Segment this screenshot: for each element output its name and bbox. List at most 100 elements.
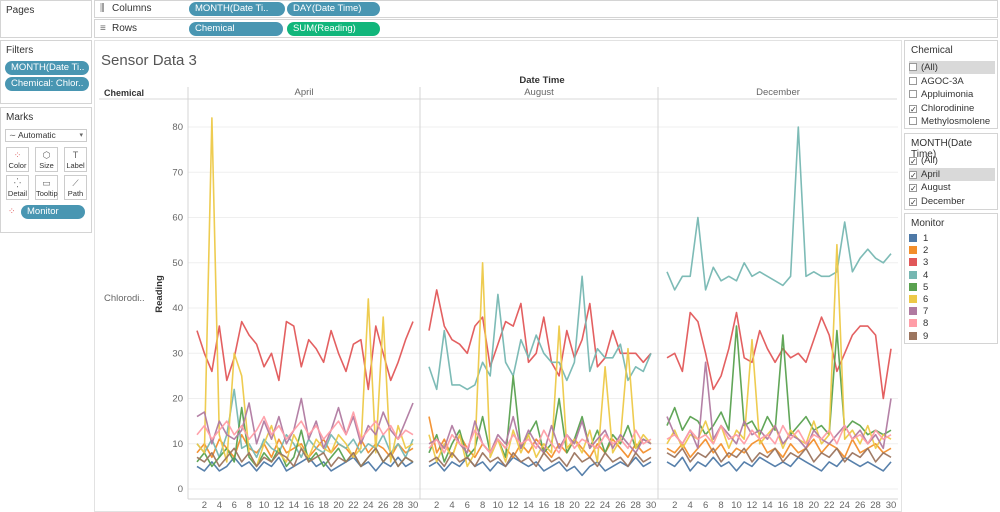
legend-label: 2 (923, 245, 929, 257)
columns-shelf[interactable]: ⫼ Columns MONTH(Date Ti.. DAY(Date Time) (94, 0, 998, 18)
x-tick-label: 4 (217, 500, 222, 511)
chart-svg: Sensor Data 3 Date Time Chemical Chlorod… (99, 52, 898, 511)
chevron-down-icon: ▾ (79, 132, 83, 139)
checkbox[interactable] (909, 90, 917, 99)
chemical-filter-card: Chemical (All) AGOC-3A Appluimonia ✓ Chlorod… (904, 40, 998, 129)
legend-swatch (909, 258, 917, 267)
rows-label: Rows (112, 23, 138, 34)
x-tick-label: 24 (839, 500, 850, 511)
size-button[interactable]: ⬡ Size (35, 147, 58, 172)
filter-pill-chemical[interactable]: Chemical: Chlor.. (5, 77, 89, 91)
color-button-label: Color (8, 161, 27, 170)
chemical-filter-item[interactable]: ✓ Chlorodinine (909, 102, 995, 115)
chemical-filter-item[interactable]: Appluimonia (909, 88, 995, 101)
columns-pill-day[interactable]: DAY(Date Time) (287, 2, 380, 16)
legend-swatch (909, 295, 917, 303)
checkbox[interactable]: ✓ (909, 104, 917, 114)
month-filter-item[interactable]: ✓ April (909, 167, 995, 181)
y-tick-label: 80 (172, 122, 183, 133)
size-button-label: Size (39, 161, 54, 170)
tooltip-button-label: Tooltip (36, 189, 58, 198)
pages-shelf[interactable]: Pages (0, 0, 92, 38)
month-filter-item[interactable]: ✓ December (909, 195, 995, 208)
checkbox[interactable]: ✓ (909, 197, 917, 207)
legend-swatch (909, 282, 917, 291)
month-filter-item-label: August (921, 182, 951, 194)
x-tick-label: 8 (480, 500, 485, 511)
month-filter-item-label: December (921, 195, 965, 207)
row-header: Chemical (104, 88, 144, 98)
legend-item[interactable]: 1 (909, 233, 928, 245)
x-tick-label: 14 (762, 500, 773, 511)
x-tick-label: 10 (493, 500, 504, 511)
rows-pill-chemical[interactable]: Chemical (189, 22, 283, 36)
legend-swatch (909, 270, 917, 279)
y-tick-label: 50 (172, 258, 183, 269)
monitor-color-pill[interactable]: Monitor (21, 205, 85, 219)
legend-label: 8 (923, 318, 929, 330)
legend-item[interactable]: 5 (909, 282, 928, 294)
chemical-filter-item[interactable]: Methylosmolene (909, 115, 995, 128)
legend-item[interactable]: 7 (909, 306, 928, 318)
rows-pill-reading[interactable]: SUM(Reading) (287, 22, 380, 36)
x-tick-label: 28 (393, 500, 404, 511)
detail-button[interactable]: ⁛ Detail (6, 175, 29, 200)
columns-icon: ⫼ (100, 3, 105, 14)
legend-item[interactable]: 4 (909, 270, 928, 282)
path-button[interactable]: ⟋ Path (64, 175, 87, 200)
x-tick-label: 22 (824, 500, 835, 511)
checkbox[interactable]: ✓ (909, 157, 917, 166)
x-tick-label: 18 (793, 500, 804, 511)
checkbox[interactable] (909, 63, 917, 71)
chemical-filter-item[interactable]: AGOC-3A (909, 75, 995, 88)
color-icon: ⁘ (13, 150, 22, 160)
legend-item[interactable]: 9 (909, 331, 928, 343)
legend-item[interactable]: 6 (909, 294, 928, 306)
checkbox[interactable]: ✓ (909, 184, 917, 194)
legend-item[interactable]: 2 (909, 245, 928, 257)
marks-title: Marks (6, 112, 34, 123)
x-tick-label: 10 (731, 500, 742, 511)
month-filter-item[interactable]: ✓ August (909, 181, 995, 194)
columns-pill-month[interactable]: MONTH(Date Ti.. (189, 2, 285, 16)
month-filter-item[interactable]: ✓ (All) (909, 154, 995, 167)
mark-type-select[interactable]: ∼ Automatic ▾ (5, 129, 87, 142)
legend-swatch (909, 307, 917, 316)
checkbox[interactable] (909, 76, 917, 85)
y-tick-label: 30 (172, 348, 183, 359)
chemical-filter-item[interactable]: (All) (909, 61, 995, 74)
series-line-monitor-1 (196, 456, 414, 472)
filter-pill-month[interactable]: MONTH(Date Ti.. (5, 61, 89, 75)
chemical-filter-item-label: Methylosmolene (921, 116, 991, 128)
label-button[interactable]: T Label (64, 147, 87, 172)
checkbox[interactable]: ✓ (909, 170, 917, 180)
column-header: Date Time (519, 75, 564, 86)
series-line-monitor-4 (666, 126, 892, 291)
x-tick-label: 30 (646, 500, 657, 511)
label-button-label: Label (66, 161, 85, 170)
month-header: December (756, 87, 800, 98)
legend-item[interactable]: 3 (909, 257, 928, 269)
series-line-monitor-8 (666, 424, 892, 445)
x-tick-label: 30 (408, 500, 419, 511)
series-line-monitor-3 (428, 289, 652, 377)
series-line-monitor-6 (666, 243, 892, 450)
legend-label: 7 (923, 306, 929, 318)
chemical-filter-title: Chemical (911, 45, 953, 56)
legend-label: 9 (923, 330, 929, 342)
x-tick-label: 8 (246, 500, 251, 511)
color-button[interactable]: ⁘ Color (6, 147, 29, 172)
x-tick-label: 26 (378, 500, 389, 511)
checkbox[interactable] (909, 117, 917, 126)
tooltip-button[interactable]: ▭ Tooltip (35, 175, 58, 200)
x-tick-label: 2 (672, 500, 677, 511)
size-icon: ⬡ (42, 150, 51, 160)
filters-title: Filters (6, 45, 34, 56)
x-tick-label: 26 (855, 500, 866, 511)
detail-button-label: Detail (7, 189, 28, 198)
legend-item[interactable]: 8 (909, 318, 928, 330)
x-tick-label: 6 (232, 500, 237, 511)
filters-shelf[interactable]: Filters MONTH(Date Ti.. Chemical: Chlor.… (0, 40, 92, 104)
series-line-monitor-9 (428, 451, 652, 468)
rows-shelf[interactable]: ≡ Rows Chemical SUM(Reading) (94, 19, 998, 38)
